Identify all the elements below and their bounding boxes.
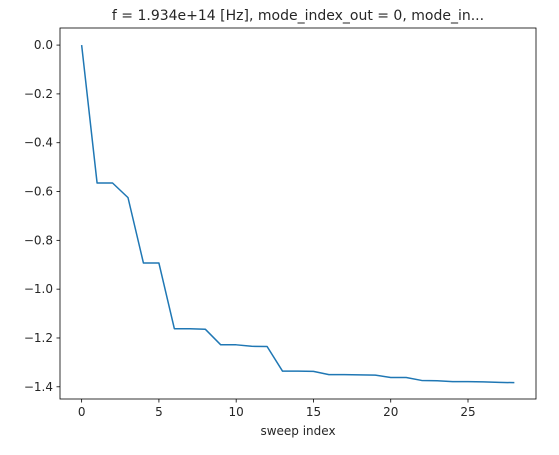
x-tick-label: 5 bbox=[155, 405, 163, 419]
y-tick-label: −1.2 bbox=[24, 331, 53, 345]
x-tick-label: 10 bbox=[229, 405, 244, 419]
plot-area bbox=[80, 45, 515, 384]
series-line bbox=[80, 45, 515, 384]
y-tick-label: −0.4 bbox=[24, 136, 53, 150]
x-axis-label: sweep index bbox=[260, 424, 335, 438]
y-tick-label: −1.4 bbox=[24, 380, 53, 394]
y-tick-label: −0.6 bbox=[24, 185, 53, 199]
y-tick-label: −0.2 bbox=[24, 87, 53, 101]
chart-title: f = 1.934e+14 [Hz], mode_index_out = 0, … bbox=[112, 8, 484, 24]
x-tick-label: 15 bbox=[306, 405, 321, 419]
y-tick-label: −0.8 bbox=[24, 233, 53, 247]
x-tick-label: 0 bbox=[78, 405, 86, 419]
x-tick-label: 20 bbox=[383, 405, 398, 419]
axes-frame bbox=[59, 27, 537, 400]
x-axis: 0 5 10 15 20 25 bbox=[78, 399, 476, 419]
y-tick-label: 0.0 bbox=[34, 38, 53, 52]
y-tick-label: −1.0 bbox=[24, 282, 53, 296]
x-tick-label: 25 bbox=[460, 405, 475, 419]
y-axis: 0.0 −0.2 −0.4 −0.6 −0.8 −1.0 −1.2 −1.4 bbox=[24, 38, 60, 394]
